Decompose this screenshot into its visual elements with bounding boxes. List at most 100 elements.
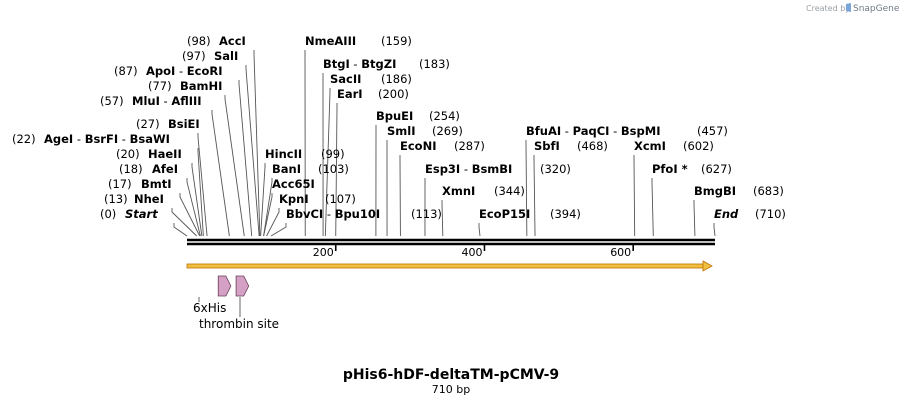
site-label-eari[interactable]: EarI: [337, 87, 363, 101]
site-separator: -: [323, 207, 334, 221]
site-name-part: HaeII: [148, 147, 182, 161]
site-label-sacii[interactable]: SacII: [330, 72, 361, 86]
site-label-haeii[interactable]: HaeII: [148, 147, 182, 161]
feature-label: 6xHis: [193, 301, 226, 315]
site-name-part: BtgZI: [361, 57, 396, 71]
site-name-part: BtgI: [323, 57, 350, 71]
site-name-part: BmgBI: [694, 184, 736, 198]
site-name-part: BsiEI: [168, 117, 200, 131]
site-connector: [324, 88, 331, 237]
site-label-end[interactable]: End: [714, 207, 739, 221]
site-connector: [633, 155, 636, 237]
site-label-xcmi[interactable]: XcmI: [634, 139, 666, 153]
credit-brand: SnapGene: [853, 4, 900, 14]
site-label-esp3i[interactable]: Esp3I - BsmBI: [425, 162, 512, 176]
site-position-end: (710): [755, 207, 786, 221]
site-position-bmti: (17): [108, 177, 132, 191]
site-position-agei: (22): [12, 132, 36, 146]
site-connector: [441, 200, 444, 237]
site-name-part: NmeAIII: [305, 34, 356, 48]
feature-arrow-icon: [235, 275, 250, 297]
site-name-part: AccI: [219, 34, 246, 48]
site-connector: [335, 103, 338, 237]
site-position-econi: (287): [454, 139, 485, 153]
site-connector: [253, 50, 261, 237]
site-connector: [533, 155, 536, 237]
site-name-part: SmlI: [387, 124, 416, 138]
site-connector: [224, 95, 245, 237]
site-position-bmgbi: (683): [753, 184, 784, 198]
orf-arrow[interactable]: [186, 260, 713, 272]
site-name-part: PaqCI: [573, 124, 610, 138]
site-label-btgi[interactable]: BtgI - BtgZI: [323, 57, 396, 71]
site-position-bbvci: (113): [411, 207, 442, 221]
site-label-bsiei[interactable]: BsiEI: [168, 117, 200, 131]
site-name-part: KpnI: [279, 192, 309, 206]
site-position-nhei: (13): [104, 192, 128, 206]
site-label-bbvci[interactable]: BbvCI - Bpu10I: [286, 207, 380, 221]
site-name-part: BbvCI: [286, 207, 323, 221]
site-label-ecop15i[interactable]: EcoP15I: [479, 207, 530, 221]
site-label-xmni[interactable]: XmnI: [442, 184, 475, 198]
site-connector: [713, 223, 716, 237]
orf-bar: [186, 263, 704, 269]
site-position-pfoi: (627): [701, 162, 732, 176]
site-connector: [270, 223, 287, 237]
site-label-pfoi[interactable]: PfoI *: [652, 162, 688, 176]
site-position-mlui: (57): [100, 94, 124, 108]
site-label-apoi[interactable]: ApoI - EcoRI: [146, 64, 223, 78]
site-name-part: BsaWI: [130, 132, 170, 146]
feature-thrombin-site[interactable]: [235, 275, 250, 297]
ruler-tick-label: 200: [313, 246, 334, 259]
ruler-tick-label: 600: [610, 246, 631, 259]
site-label-bpuei[interactable]: BpuEI: [376, 109, 413, 123]
site-separator: -: [118, 132, 129, 146]
site-name-part: Esp3I: [425, 162, 460, 176]
site-label-bmti[interactable]: BmtI: [141, 177, 172, 191]
site-name-part: XcmI: [634, 139, 666, 153]
site-separator: -: [160, 94, 171, 108]
site-label-nmeaiii[interactable]: NmeAIII: [305, 34, 356, 48]
site-label-bamhi[interactable]: BamHI: [180, 79, 222, 93]
site-label-sali[interactable]: SalI: [214, 49, 238, 63]
snapgene-logo-icon: [846, 3, 851, 12]
site-position-bamhi: (77): [148, 79, 172, 93]
site-label-econi[interactable]: EcoNI: [400, 139, 436, 153]
site-label-acci[interactable]: AccI: [219, 34, 246, 48]
feature-6xHis[interactable]: [217, 275, 232, 297]
site-label-smli[interactable]: SmlI: [387, 124, 416, 138]
site-name-part: HincII: [265, 147, 302, 161]
site-connector: [263, 178, 273, 237]
site-label-kpni[interactable]: KpnI: [279, 192, 309, 206]
site-label-hincii[interactable]: HincII: [265, 147, 302, 161]
site-label-agei[interactable]: AgeI - BsrFI - BsaWI: [44, 132, 170, 146]
site-name-part: BsmBI: [472, 162, 513, 176]
site-position-start: (0): [100, 207, 116, 221]
site-label-mlui[interactable]: MluI - AflIII: [132, 94, 202, 108]
site-position-smli: (269): [432, 124, 463, 138]
feature-arrow-icon: [217, 275, 232, 297]
site-name-part: SbfI: [534, 139, 560, 153]
site-position-btgi: (183): [419, 57, 450, 71]
site-connector: [191, 163, 203, 237]
site-connector: [186, 178, 201, 237]
site-connectors: [171, 50, 716, 237]
site-position-sali: (97): [182, 49, 206, 63]
ruler-tick-label: 400: [461, 246, 482, 259]
site-name-part: BpuEI: [376, 109, 413, 123]
site-label-start[interactable]: Start: [125, 207, 158, 221]
site-label-acc65i[interactable]: Acc65I: [272, 177, 315, 191]
site-connector: [478, 223, 481, 237]
site-label-sbfi[interactable]: SbfI: [534, 139, 560, 153]
site-label-afei[interactable]: AfeI: [152, 162, 178, 176]
site-label-bani[interactable]: BanI: [272, 162, 301, 176]
site-position-xcmi: (602): [683, 139, 714, 153]
site-label-bfuai[interactable]: BfuAI - PaqCI - BspMI: [526, 124, 661, 138]
site-label-bmgbi[interactable]: BmgBI: [694, 184, 736, 198]
site-position-kpni: (107): [325, 192, 356, 206]
site-name-part: EcoP15I: [479, 207, 530, 221]
site-position-apoi: (87): [114, 64, 138, 78]
site-label-nhei[interactable]: NheI: [134, 192, 164, 206]
site-separator: -: [73, 132, 84, 146]
sequence-title: pHis6-hDF-deltaTM-pCMV-9: [343, 367, 559, 383]
